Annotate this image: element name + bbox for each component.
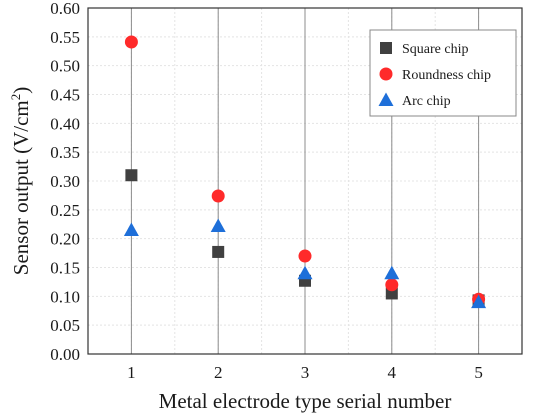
triangle-data-point: [471, 294, 487, 309]
data-points: [123, 35, 487, 309]
y-axis-title-close: ): [9, 87, 33, 94]
plot-frame: [87, 7, 523, 355]
legend-marker-circle: [379, 67, 393, 81]
y-tick-label: 0.15: [50, 259, 80, 278]
y-tick-label: 0.25: [50, 201, 80, 220]
y-tick-label: 0.00: [50, 345, 80, 364]
x-tick-label: 4: [388, 363, 397, 382]
legend-box: [369, 29, 517, 117]
legend: Square chip Roundness chip Arc chip: [369, 29, 517, 117]
square-data-point: [125, 169, 138, 182]
x-axis-title: Metal electrode type serial number: [159, 389, 452, 413]
x-tick-labels: 1 2 3 4 5: [127, 363, 483, 382]
triangle-data-point: [384, 265, 400, 280]
x-tick-label: 5: [474, 363, 483, 382]
legend-marker-triangle: [378, 92, 394, 106]
y-tick-label: 0.40: [50, 114, 80, 133]
y-tick-label: 0.60: [50, 0, 80, 18]
circle-data-point: [298, 249, 312, 263]
y-tick-label: 0.20: [50, 230, 80, 249]
circle-data-point: [124, 35, 138, 49]
x-tick-label: 3: [301, 363, 310, 382]
x-tick-label: 2: [214, 363, 223, 382]
triangle-data-point: [297, 265, 313, 280]
y-tick-labels: 0.00 0.05 0.10 0.15 0.20 0.25 0.30 0.35 0.40 0.45…: [50, 0, 80, 364]
y-tick-label: 0.55: [50, 28, 80, 47]
y-axis-title: Sensor output (V/cm2): [8, 87, 33, 275]
y-tick-label: 0.35: [50, 143, 80, 162]
triangle-data-point: [210, 218, 226, 232]
legend-label: Square chip: [402, 42, 468, 57]
y-tick-label: 0.45: [50, 86, 80, 105]
y-axis-title-main: Sensor output (V/cm: [9, 100, 33, 275]
square-data-point: [212, 245, 225, 258]
circle-data-point: [211, 189, 225, 203]
circle-data-point: [385, 278, 399, 292]
legend-label: Arc chip: [402, 94, 451, 109]
y-tick-label: 0.30: [50, 172, 80, 191]
y-tick-label: 0.05: [50, 316, 80, 335]
y-axis-title-superscript: 2: [8, 94, 23, 101]
y-tick-label: 0.50: [50, 57, 80, 76]
x-tick-label: 1: [127, 363, 136, 382]
triangle-data-point: [123, 222, 139, 237]
legend-marker-square: [380, 42, 392, 54]
y-tick-label: 0.10: [50, 287, 80, 306]
legend-label: Roundness chip: [402, 68, 491, 83]
